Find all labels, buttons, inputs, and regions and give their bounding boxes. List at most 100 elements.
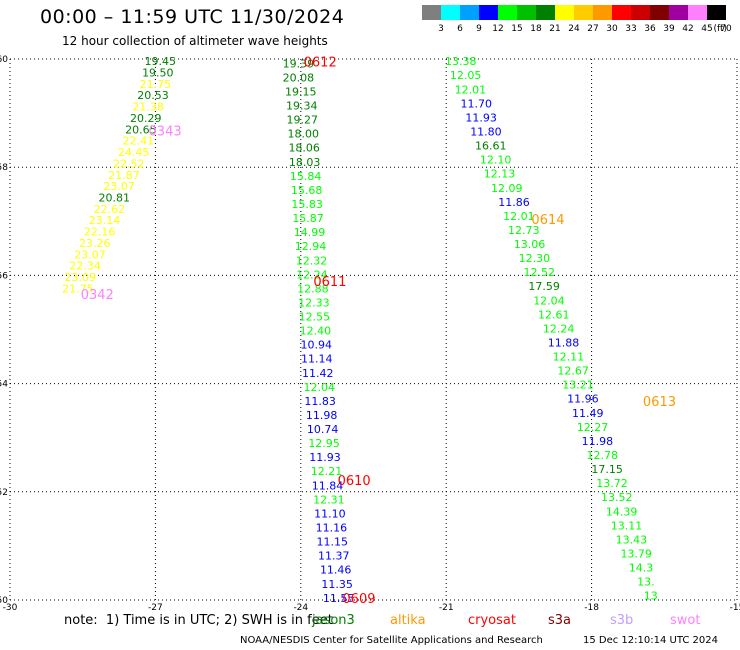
swh-reading: 12.73 [508,224,540,237]
colorbar-tick-label: 39 [663,24,675,34]
satellite-legend-altika: altika [390,613,426,628]
colorbar-tick-label: 21 [549,24,560,34]
latitude-label: 54 [0,380,8,390]
pass-time-label: 0611 [313,275,346,290]
swh-reading: 21.75 [62,282,94,295]
colorbar-tick-label: 18 [530,24,542,34]
swh-reading: 12.95 [308,437,340,450]
swh-colorbar: 3 6 9 12 15 18 21 24 27 30 33 36 39 42 45 70(ft) [422,5,732,34]
swh-reading: 13 [644,590,658,603]
pass-time-label: 0614 [531,213,564,228]
swh-reading: 11.84 [312,479,344,492]
colorbar-swatch [479,5,498,20]
swh-reading: 20.08 [283,71,315,84]
credit-line: NOAA/NESDIS Center for Satellite Applica… [240,635,543,646]
swh-reading: 15.84 [290,170,322,183]
colorbar-tick-label: 15 [511,24,522,34]
swh-reading: 12.21 [311,465,343,478]
colorbar-swatch [631,5,650,20]
swh-reading: 23.07 [74,248,106,261]
swh-reading: 11.55 [323,592,355,605]
swh-reading: 13.11 [611,519,643,532]
colorbar-swatch [574,5,593,20]
colorbar-swatch [650,5,669,20]
colorbar-swatch [688,5,707,20]
swh-reading: 11.42 [302,367,334,380]
longitude-label: -18 [584,603,599,613]
swh-reading: 23.07 [103,180,135,193]
swh-reading: 16.61 [475,140,507,153]
swh-reading: 13.52 [601,491,633,504]
colorbar-tick-label: 3 [438,24,444,34]
swh-reading: 11.14 [301,353,333,366]
swh-reading: 19.34 [286,100,318,113]
swh-reading: 23.26 [79,237,111,250]
swh-reading: 15.83 [291,198,323,211]
swh-reading: 12.24 [543,322,575,335]
pass-time-label: 0610 [338,474,371,489]
swh-reading: 12.11 [553,351,585,364]
swh-reading: 11.98 [582,435,614,448]
colorbar-tick-label: 70 [720,24,732,34]
swh-reading: 11.98 [306,409,338,422]
colorbar-tick-label: 12 [492,24,503,34]
swh-reading: 12.30 [519,252,551,265]
pass-time-label: 0613 [643,395,676,410]
swh-reading: 21.38 [132,101,164,114]
colorbar-swatch [707,5,726,20]
satellite-legend-s3b: s3b [610,613,634,628]
page-title: 00:00 – 11:59 UTC 11/30/2024 [40,6,345,28]
swh-reading: 12.01 [503,210,535,223]
satellite-legend-s3a: s3a [548,613,572,628]
swh-reading: 22.34 [69,260,101,273]
longitude-label: -27 [148,603,163,613]
altimeter-track-a: 19.4519.5021.7520.5321.3820.2920.6522.41… [62,55,176,295]
colorbar-swatch [612,5,631,20]
swh-reading: 11.16 [316,522,348,535]
pass-time-label: 0612 [304,56,337,71]
longitude-label: -24 [293,603,308,613]
footer-note: note: 1) Time is in UTC; 2) SWH is in fe… [64,613,333,628]
swh-reading: 12.27 [577,421,609,434]
swh-reading: 13.43 [616,533,648,546]
colorbar-swatch [498,5,517,20]
latitude-label: 58 [0,163,8,173]
swh-reading: 19.50 [142,67,174,80]
colorbar-swatch [536,5,555,20]
pass-time-label: 0609 [342,592,375,607]
colorbar-swatch [441,5,460,20]
swh-reading: 11.49 [572,407,604,420]
swh-reading: 20.53 [137,89,169,102]
swh-reading: 19.15 [285,85,317,98]
latitude-label: 60 [0,55,8,65]
colorbar-tick-label: 9 [476,24,482,34]
swh-reading: 12.10 [480,154,512,167]
swh-reading: 12.32 [296,254,328,267]
swh-reading: 23.14 [89,214,121,227]
swh-reading: 10.94 [301,339,333,352]
satellite-legend-swot: swot [670,613,701,628]
swh-reading: 22.52 [113,157,145,170]
swh-reading: 18.03 [289,156,321,169]
swh-reading: 11.93 [309,451,341,464]
colorbar-tick-label: 6 [457,24,463,34]
swh-reading: 20.65 [125,123,157,136]
swh-reading: 22.41 [123,135,155,148]
swh-reading: 12.52 [524,266,556,279]
swh-reading: 12.13 [484,168,516,181]
latitude-label: 56 [0,271,8,281]
colorbar-swatch [460,5,479,20]
swh-reading: 13. [637,576,655,589]
swh-reading: 11.35 [321,578,353,591]
longitude-label: -15 [730,603,740,613]
generation-timestamp: 15 Dec 12:10:14 UTC 2024 [583,635,718,646]
swh-reading: 10.74 [307,423,339,436]
colorbar-swatch [669,5,688,20]
colorbar-swatch [517,5,536,20]
latitude-label: 52 [0,488,8,498]
swh-reading: 21.75 [140,78,172,91]
swh-reading: 11.80 [470,125,502,138]
satellite-legend-cryosat: cryosat [468,613,516,628]
